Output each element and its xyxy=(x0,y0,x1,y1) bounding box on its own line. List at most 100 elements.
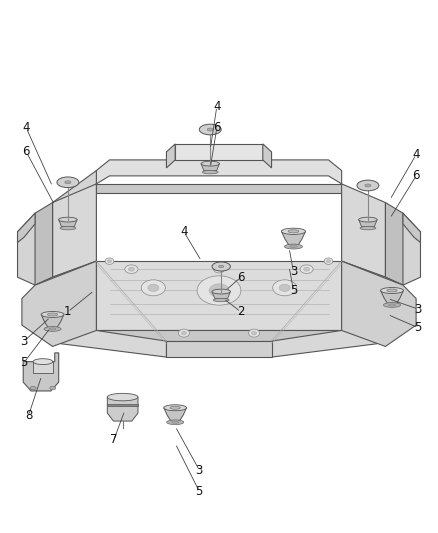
Ellipse shape xyxy=(201,161,219,166)
Text: 3: 3 xyxy=(196,464,203,477)
Ellipse shape xyxy=(166,420,184,425)
Ellipse shape xyxy=(178,329,189,337)
Ellipse shape xyxy=(212,262,230,271)
Ellipse shape xyxy=(359,217,377,222)
Text: 2: 2 xyxy=(237,305,245,318)
Ellipse shape xyxy=(141,280,165,296)
Ellipse shape xyxy=(381,287,403,294)
Polygon shape xyxy=(41,314,64,327)
Ellipse shape xyxy=(212,289,230,294)
Polygon shape xyxy=(96,184,342,193)
Ellipse shape xyxy=(387,289,397,292)
Ellipse shape xyxy=(389,304,396,306)
Ellipse shape xyxy=(214,265,224,273)
Polygon shape xyxy=(23,353,59,391)
Ellipse shape xyxy=(125,265,138,273)
Polygon shape xyxy=(33,361,53,373)
Polygon shape xyxy=(35,203,53,285)
Ellipse shape xyxy=(107,393,138,401)
Text: 8: 8 xyxy=(25,409,32,422)
Polygon shape xyxy=(175,144,263,160)
Text: 6: 6 xyxy=(213,122,221,134)
Ellipse shape xyxy=(128,267,134,271)
Ellipse shape xyxy=(360,227,376,230)
Polygon shape xyxy=(96,261,342,330)
Ellipse shape xyxy=(33,359,53,365)
Ellipse shape xyxy=(199,124,221,135)
Text: 3: 3 xyxy=(415,303,422,316)
Polygon shape xyxy=(201,164,219,171)
Text: 5: 5 xyxy=(21,356,28,369)
Polygon shape xyxy=(381,290,403,303)
Polygon shape xyxy=(164,408,187,421)
Ellipse shape xyxy=(384,303,400,308)
Ellipse shape xyxy=(357,180,379,191)
Ellipse shape xyxy=(65,181,71,184)
Polygon shape xyxy=(18,193,96,285)
Text: 5: 5 xyxy=(415,321,422,334)
Ellipse shape xyxy=(216,268,222,271)
Polygon shape xyxy=(107,404,138,406)
Ellipse shape xyxy=(105,258,114,264)
Text: 6: 6 xyxy=(22,146,30,158)
Ellipse shape xyxy=(272,280,297,296)
Ellipse shape xyxy=(288,230,299,233)
Ellipse shape xyxy=(50,386,56,390)
Ellipse shape xyxy=(57,177,79,188)
Ellipse shape xyxy=(172,421,179,423)
Text: 5: 5 xyxy=(196,485,203,498)
Ellipse shape xyxy=(251,332,257,335)
Ellipse shape xyxy=(148,284,159,292)
Ellipse shape xyxy=(213,298,229,302)
Ellipse shape xyxy=(164,405,187,411)
Text: 6: 6 xyxy=(412,169,420,182)
Polygon shape xyxy=(212,292,230,298)
Polygon shape xyxy=(53,184,96,277)
Ellipse shape xyxy=(59,217,77,222)
Ellipse shape xyxy=(326,260,330,263)
Ellipse shape xyxy=(324,258,333,264)
Ellipse shape xyxy=(284,244,303,249)
Polygon shape xyxy=(342,184,385,277)
Polygon shape xyxy=(18,213,35,243)
Polygon shape xyxy=(385,203,403,285)
Text: 4: 4 xyxy=(22,122,30,134)
Polygon shape xyxy=(53,171,96,213)
Ellipse shape xyxy=(279,284,290,292)
Ellipse shape xyxy=(365,184,371,187)
Text: 4: 4 xyxy=(213,100,221,113)
Ellipse shape xyxy=(44,327,61,332)
Ellipse shape xyxy=(181,332,187,335)
Polygon shape xyxy=(166,144,175,168)
Ellipse shape xyxy=(207,128,213,131)
Ellipse shape xyxy=(300,265,313,273)
Polygon shape xyxy=(342,193,420,285)
Polygon shape xyxy=(22,261,96,346)
Polygon shape xyxy=(96,160,342,184)
Text: 5: 5 xyxy=(290,284,297,297)
Polygon shape xyxy=(263,144,272,168)
Polygon shape xyxy=(359,220,377,227)
Text: 4: 4 xyxy=(180,225,188,238)
Ellipse shape xyxy=(170,406,180,409)
Ellipse shape xyxy=(219,265,224,268)
Text: 4: 4 xyxy=(412,148,420,161)
Polygon shape xyxy=(342,261,416,346)
Ellipse shape xyxy=(30,386,36,390)
Polygon shape xyxy=(35,261,166,357)
Text: 6: 6 xyxy=(237,271,245,284)
Text: 3: 3 xyxy=(290,265,297,278)
Ellipse shape xyxy=(47,313,58,316)
Ellipse shape xyxy=(202,171,218,174)
Ellipse shape xyxy=(249,329,259,337)
Ellipse shape xyxy=(209,284,229,297)
Text: 3: 3 xyxy=(21,335,28,348)
Text: 7: 7 xyxy=(110,433,118,446)
Text: 1: 1 xyxy=(64,305,72,318)
Polygon shape xyxy=(59,220,77,227)
Ellipse shape xyxy=(281,228,306,235)
Ellipse shape xyxy=(107,260,111,263)
Polygon shape xyxy=(272,261,403,357)
Ellipse shape xyxy=(290,245,297,248)
Polygon shape xyxy=(281,231,305,245)
